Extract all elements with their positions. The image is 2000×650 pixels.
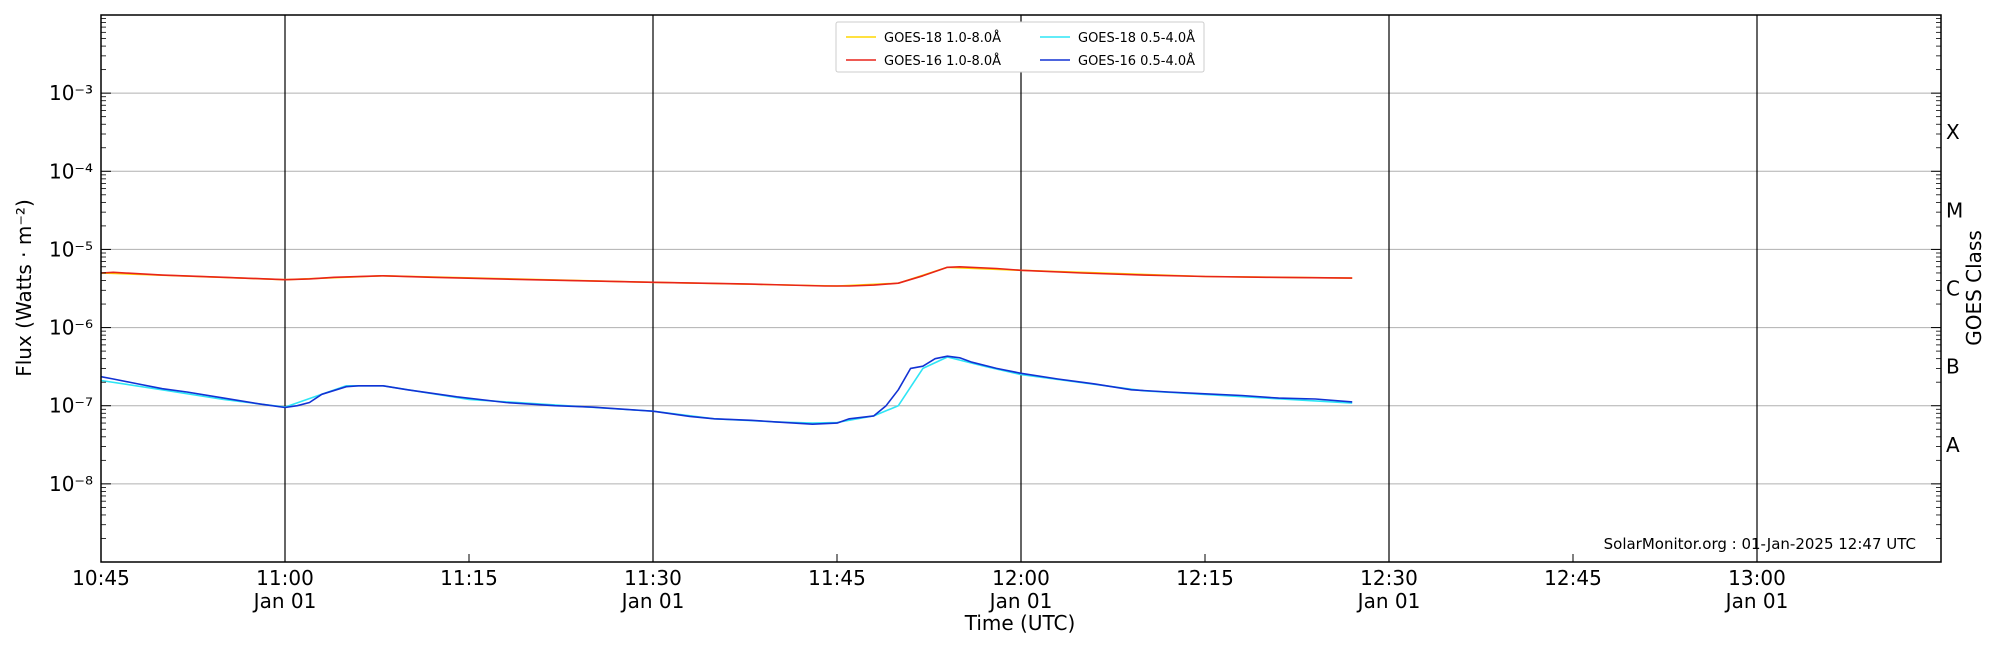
x-tick-date-label: Jan 01	[620, 589, 685, 613]
x-tick-label: 11:30	[624, 566, 682, 590]
x-tick-label: 11:15	[440, 566, 498, 590]
y-tick-label: 10⁻⁶	[49, 316, 93, 340]
goes-class-label-a: A	[1946, 433, 1960, 457]
y-tick-label: 10⁻⁵	[49, 237, 93, 261]
x-tick-date-label: Jan 01	[1356, 589, 1421, 613]
grid-lines	[101, 15, 1941, 562]
x-tick-label: 12:45	[1544, 566, 1602, 590]
series-line-goes-16-0-5-4-0	[100, 355, 1353, 425]
legend-label-goes-18-0-5-4-0: GOES-18 0.5-4.0Å	[1078, 30, 1195, 46]
legend-label-goes-16-0-5-4-0: GOES-16 0.5-4.0Å	[1078, 53, 1195, 69]
goes-class-label-m: M	[1946, 198, 1963, 222]
data-series	[100, 266, 1353, 425]
y-tick-label: 10⁻⁷	[49, 394, 93, 418]
x-tick-label: 12:30	[1360, 566, 1418, 590]
x-tick-label: 12:00	[992, 566, 1050, 590]
goes-class-label-x: X	[1946, 120, 1960, 144]
x-tick-label: 12:15	[1176, 566, 1234, 590]
legend-label-goes-16-1-0-8-0: GOES-16 1.0-8.0Å	[884, 53, 1001, 69]
legend: GOES-18 1.0-8.0Å GOES-16 1.0-8.0Å GOES-18 …	[835, 21, 1205, 73]
y-tick-label: 10⁻⁸	[49, 472, 93, 496]
goes-class-label-c: C	[1946, 277, 1960, 301]
x-tick-label: 10:45	[72, 566, 130, 590]
goes-class-label-b: B	[1946, 355, 1960, 379]
x-tick-date-label: Jan 01	[988, 589, 1053, 613]
right-axis-title: GOES Class	[1962, 230, 1986, 346]
x-tick-label: 11:45	[808, 566, 866, 590]
credit-text: SolarMonitor.org : 01-Jan-2025 12:47 UTC	[1604, 535, 1916, 553]
y-axis-title: Flux (Watts · m⁻²)	[12, 199, 36, 377]
x-tick-date-label: Jan 01	[252, 589, 317, 613]
legend-box	[835, 21, 1205, 73]
legend-label-goes-18-1-0-8-0: GOES-18 1.0-8.0Å	[884, 30, 1001, 46]
x-tick-label: 11:00	[256, 566, 314, 590]
x-tick-label: 13:00	[1728, 566, 1786, 590]
series-line-goes-16-1-0-8-0	[100, 266, 1353, 287]
x-axis-title: Time (UTC)	[964, 611, 1076, 635]
y-tick-label: 10⁻⁴	[49, 159, 93, 183]
y-tick-label: 10⁻³	[49, 81, 93, 105]
axis-ticks	[100, 14, 1941, 563]
x-tick-date-label: Jan 01	[1724, 589, 1789, 613]
